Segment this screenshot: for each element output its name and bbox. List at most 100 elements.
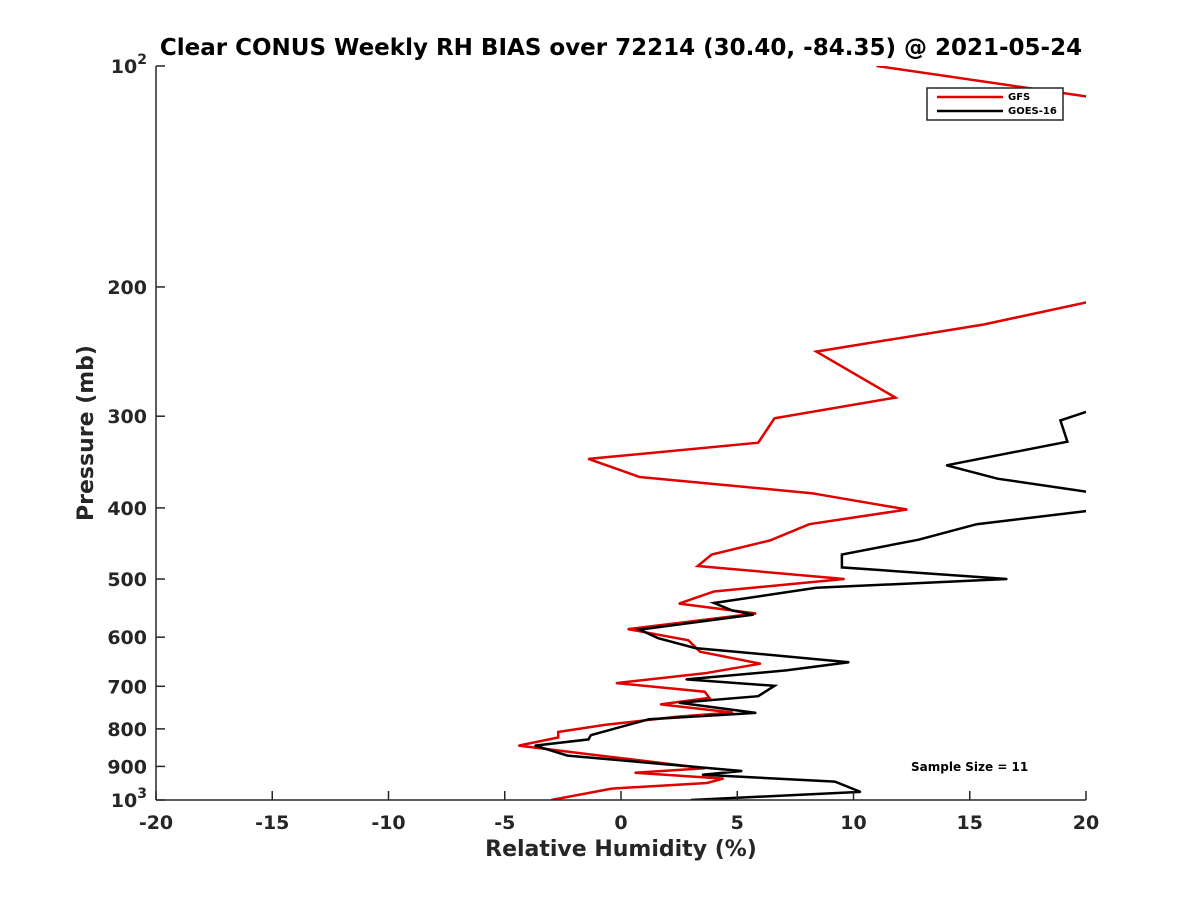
data-point-gfs [557,731,559,733]
data-point-goes16 [752,613,755,616]
x-tick-label: 20 [1073,812,1099,834]
data-point-gfs [755,612,757,615]
data-point-goes16 [841,566,843,569]
data-point-gfs [678,602,680,605]
sample-size-annotation: Sample Size = 11 [911,760,1028,774]
data-point-gfs [815,350,818,353]
data-point-gfs [659,703,662,706]
data-point-gfs [708,697,711,699]
data-point-goes16 [1006,578,1008,580]
data-point-goes16 [657,637,659,639]
y-tick-label: 500 [107,569,147,591]
data-point-goes16 [566,754,569,757]
data-point-gfs [757,441,759,444]
data-point-gfs [615,682,618,684]
y-tick-label: 200 [107,277,147,299]
data-point-gfs [587,458,590,460]
data-point-goes16 [534,744,536,747]
data-point-goes16 [741,770,743,772]
data-point-gfs [731,711,734,714]
y-tick-label: 102 [111,52,147,78]
data-point-goes16 [678,701,680,704]
data-point-goes16 [917,538,920,541]
data-point-goes16 [848,661,850,663]
y-tick-label: 800 [107,719,147,741]
data-point-gfs [769,539,771,542]
y-tick-label: 103 [111,786,147,812]
data-point-goes16 [729,650,732,652]
x-tick-label: 15 [957,812,983,834]
data-point-gfs [759,662,762,665]
data-point-goes16 [731,609,734,612]
y-tick-label: 700 [107,676,147,698]
data-point-gfs [603,724,606,726]
data-point-goes16 [996,477,999,480]
data-point-goes16 [1085,510,1086,512]
data-point-goes16 [1085,411,1086,413]
data-point-goes16 [713,602,715,604]
legend-label-gfs: GFS [1008,92,1030,103]
data-point-gfs [599,754,601,757]
data-point-gfs [808,523,811,525]
x-tick-label: -5 [494,812,515,834]
data-point-gfs [1085,301,1086,304]
data-point-goes16 [694,647,697,649]
chart-title: Clear CONUS Weekly RH BIAS over 72214 (3… [160,35,1082,61]
data-point-gfs [843,578,845,580]
y-tick-label: 300 [107,406,147,428]
data-point-goes16 [1059,419,1062,422]
data-point-goes16 [757,695,759,697]
data-point-goes16 [1066,440,1069,443]
data-point-gfs [773,417,776,420]
y-tick-label: 400 [107,498,147,520]
data-point-gfs [627,628,629,630]
data-point-gfs [638,476,641,478]
data-point-goes16 [834,780,836,783]
y-axis-label: Pressure (mb) [74,345,99,521]
data-point-gfs [610,787,613,790]
x-axis-label: Relative Humidity (%) [485,837,757,862]
x-tick-label: -20 [139,812,173,834]
data-point-goes16 [945,464,948,467]
data-point-gfs [1085,95,1086,98]
data-point-gfs [517,744,520,747]
data-point-gfs [982,323,985,326]
x-tick-label: 5 [731,812,744,834]
data-point-goes16 [975,523,978,525]
data-point-gfs [710,553,713,556]
x-ticks: -20 -15 -10 -5 0 5 10 15 20 [139,791,1099,834]
data-point-goes16 [773,685,776,687]
y-tick-label: 900 [107,756,147,778]
data-point-goes16 [648,718,650,720]
data-point-goes16 [815,587,818,589]
legend: GFS GOES-16 [926,87,1064,121]
legend-label-goes16: GOES-16 [1008,106,1057,117]
data-point-gfs [703,690,706,693]
data-point-gfs [557,736,559,739]
x-tick-label: 0 [614,812,627,834]
y-ticks: 102 200 300 400 500 600 700 800 900 103 [107,52,165,812]
data-point-goes16 [590,734,592,736]
data-point-gfs [906,508,908,511]
data-point-goes16 [841,553,843,556]
data-point-gfs [699,650,701,653]
data-point-gfs [894,396,897,399]
data-point-gfs [810,492,813,495]
data-point-gfs [713,590,715,593]
x-tick-label: 10 [840,812,866,834]
data-point-gfs [703,672,706,675]
x-tick-label: -10 [371,812,405,834]
legend-box [926,87,1064,121]
data-point-goes16 [587,738,590,741]
data-point-gfs [634,771,636,774]
data-point-goes16 [859,791,862,793]
data-point-gfs [687,639,690,642]
data-point-goes16 [638,628,641,631]
data-point-gfs [722,777,725,780]
x-tick-label: -15 [255,812,289,834]
data-point-gfs [696,565,699,567]
data-point-goes16 [755,712,757,714]
data-point-gfs [706,782,708,784]
